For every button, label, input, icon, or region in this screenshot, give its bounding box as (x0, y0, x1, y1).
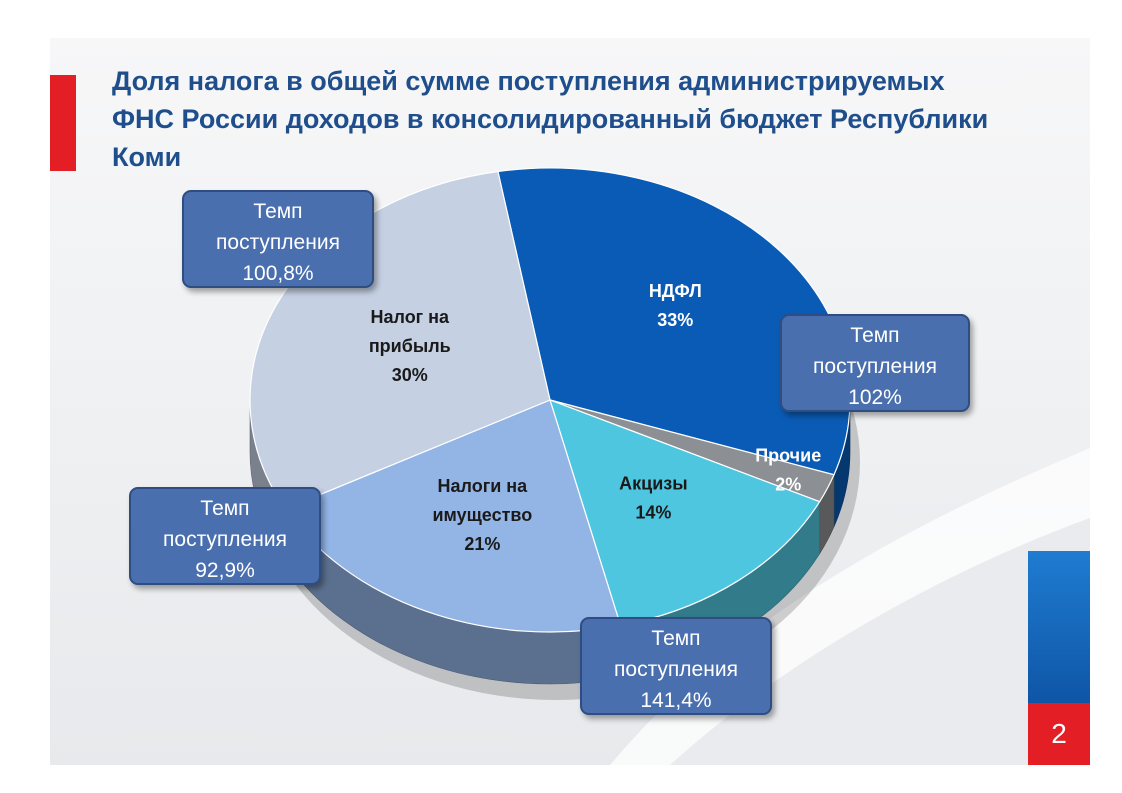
callout-property-tax: Темп поступления 92,9% (129, 487, 321, 585)
slice-value-label-4: 30% (392, 365, 428, 385)
title-accent-bar (50, 75, 76, 171)
slice-name-label-4: Налог на (370, 307, 450, 327)
slice-value-label-3: 21% (464, 534, 500, 554)
slice-value-label-2: 14% (635, 503, 671, 523)
slice-name-label-3: Налоги на (438, 476, 529, 496)
slice-name-label-3: имущество (432, 505, 532, 525)
slice-value-label-0: 33% (657, 310, 693, 330)
slice-name-label-2: Акцизы (619, 474, 687, 494)
callout-profit-tax: Темп поступления 100,8% (182, 190, 374, 288)
page-title: Доля налога в общей сумме поступления ад… (112, 66, 989, 172)
slice-value-label-1: 2% (775, 475, 801, 495)
slice-name-label-0: НДФЛ (649, 281, 702, 301)
page-number: 2 (1028, 703, 1090, 765)
slice-name-label-4: прибыль (369, 336, 451, 356)
slice-name-label-1: Прочие (755, 446, 821, 466)
callout-excise: Темп поступления 141,4% (580, 617, 772, 715)
callout-ndfl: Темп поступления 102% (780, 314, 970, 412)
corner-accent-blue (1028, 551, 1090, 703)
